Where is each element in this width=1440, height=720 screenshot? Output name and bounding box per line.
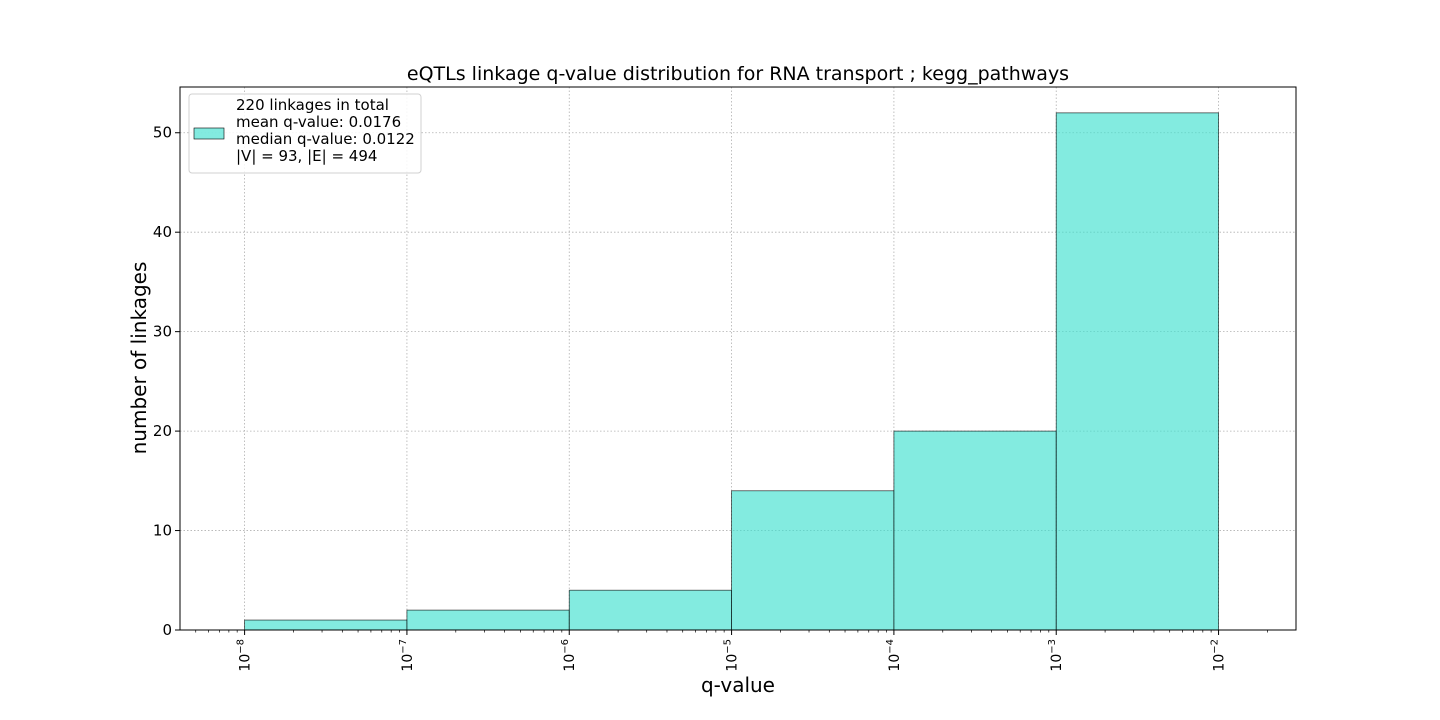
legend-swatch [193, 127, 225, 140]
y-tick-label: 20 [153, 422, 172, 440]
histogram-bars [244, 112, 1219, 631]
histogram-bar [1055, 112, 1219, 631]
y-axis-ticks: 0 10 20 30 40 50 [153, 124, 180, 639]
x-tick-label: 10−7 [398, 639, 416, 672]
legend-line: mean q-value: 0.0176 [236, 113, 401, 131]
x-axis-ticks: 10−8 10−7 10−6 10−5 10−4 10−3 10−2 [195, 630, 1268, 672]
y-tick-label: 30 [153, 323, 172, 341]
legend-box [188, 93, 422, 174]
histogram-bar [731, 490, 895, 631]
x-tick-label: 10−4 [885, 639, 903, 672]
legend-line: 220 linkages in total [236, 96, 389, 114]
plot-frame [179, 86, 1297, 631]
x-tick-label: 10−6 [560, 639, 578, 672]
x-tick-label: 10−3 [1047, 639, 1065, 672]
y-axis-title: number of linkages [127, 262, 151, 455]
y-tick-label: 40 [153, 223, 172, 241]
histogram-bar [568, 589, 732, 631]
x-axis-title: q-value [701, 673, 775, 697]
y-tick-label: 0 [162, 621, 172, 639]
x-tick-label: 10−5 [723, 639, 741, 672]
y-tick-label: 50 [153, 124, 172, 142]
histogram-bar [406, 609, 570, 631]
legend-line: |V| = 93, |E| = 494 [236, 147, 377, 165]
histogram-bar [893, 430, 1057, 631]
x-tick-label: 10−8 [236, 639, 254, 672]
legend-line: median q-value: 0.0122 [236, 130, 415, 148]
chart-title: eQTLs linkage q-value distribution for R… [407, 63, 1069, 85]
histogram-bar [244, 619, 408, 631]
legend: 220 linkages in total mean q-value: 0.01… [188, 93, 422, 174]
y-tick-label: 10 [153, 522, 172, 540]
x-tick-label: 10−2 [1210, 639, 1228, 672]
